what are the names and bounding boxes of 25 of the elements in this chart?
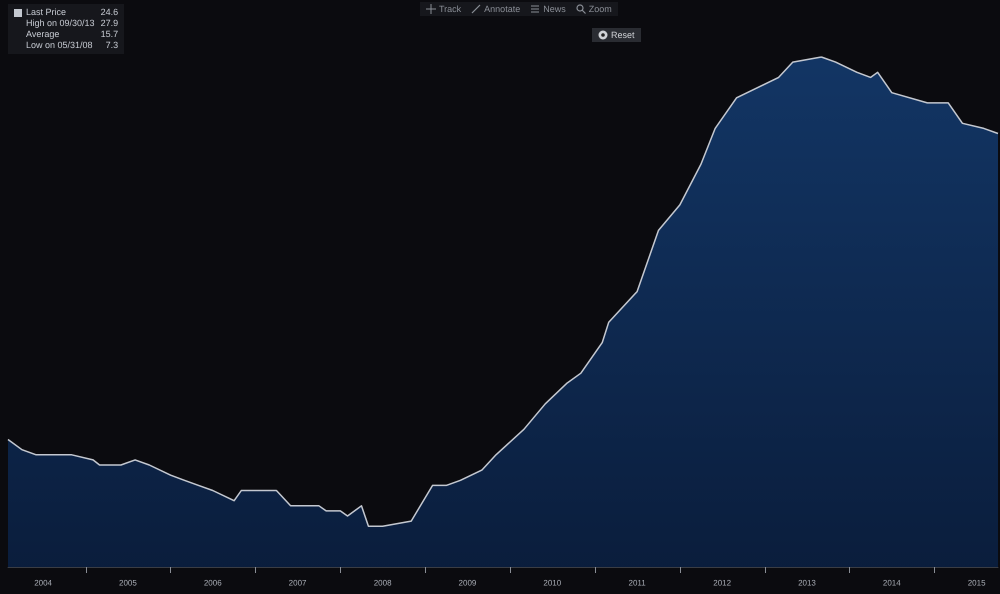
x-tick-label: 2010 — [543, 578, 562, 588]
x-tick-label: 2007 — [288, 578, 308, 588]
x-tick-label: 2005 — [119, 578, 138, 588]
x-tick-label: 2008 — [374, 578, 392, 588]
text: 24.6 — [100, 7, 118, 18]
text: Zoom — [588, 4, 612, 14]
x-tick-label: 2014 — [882, 578, 902, 588]
x-tick-label: 2006 — [204, 578, 222, 588]
x-tick-label: 2009 — [458, 578, 477, 588]
text: Low on 05/31/08 — [26, 40, 93, 51]
text: 15.7 — [100, 29, 118, 40]
x-tick-label: 2015 — [968, 578, 986, 588]
x-tick-label: 2012 — [713, 578, 732, 588]
text: Average — [26, 29, 60, 40]
text: High on 09/30/13 — [26, 18, 95, 29]
text: 7.3 — [106, 40, 118, 51]
text: Reset — [611, 30, 635, 40]
x-tick-label: 2004 — [34, 578, 53, 588]
text: News — [543, 4, 566, 14]
text: Track — [439, 4, 462, 14]
text: Annotate — [484, 4, 520, 14]
x-tick-label: 2011 — [628, 578, 646, 588]
x-tick-label: 2013 — [798, 578, 816, 588]
legend-label: Last Price — [26, 7, 66, 18]
text: 27.9 — [100, 18, 118, 29]
